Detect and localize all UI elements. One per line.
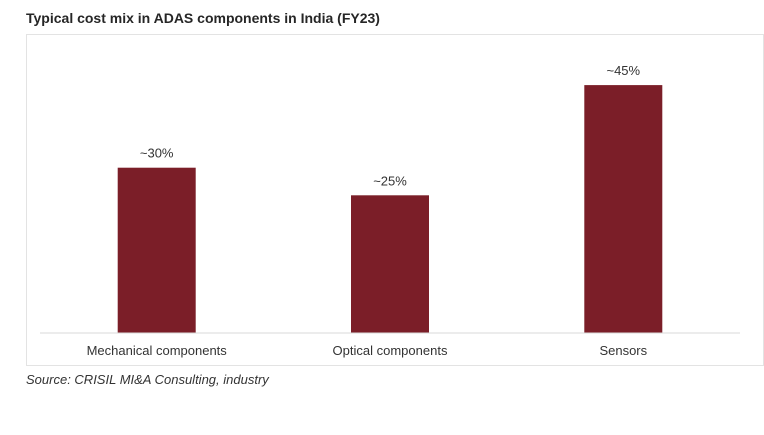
bar-mechanical-components xyxy=(117,167,196,333)
bar-chart: ~30% Mechanical components ~25% Optical com… xyxy=(40,63,740,358)
bar-optical-components xyxy=(351,195,429,333)
bars-layer xyxy=(117,85,663,333)
labels-layer: ~30% Mechanical components ~25% Optical com… xyxy=(87,63,648,358)
data-label: ~25% xyxy=(373,173,407,188)
category-tick-label: Sensors xyxy=(599,343,647,358)
category-tick-label: Mechanical components xyxy=(87,343,228,358)
data-label: ~45% xyxy=(606,63,640,78)
source-note: Source: CRISIL MI&A Consulting, industry xyxy=(26,372,269,387)
category-tick-label: Optical components xyxy=(333,343,448,358)
data-label: ~30% xyxy=(140,146,174,161)
bar-sensors xyxy=(584,85,663,333)
chart-title: Typical cost mix in ADAS components in I… xyxy=(26,10,380,26)
